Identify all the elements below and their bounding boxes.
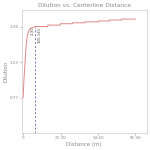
X-axis label: Distance (m): Distance (m) [66, 142, 102, 147]
Title: Dilution vs. Centerline Distance: Dilution vs. Centerline Distance [38, 3, 131, 8]
Y-axis label: Dilution: Dilution [3, 61, 8, 82]
Text: 100.141: 100.141 [37, 27, 41, 43]
Text: 2.30: 2.30 [31, 27, 35, 35]
